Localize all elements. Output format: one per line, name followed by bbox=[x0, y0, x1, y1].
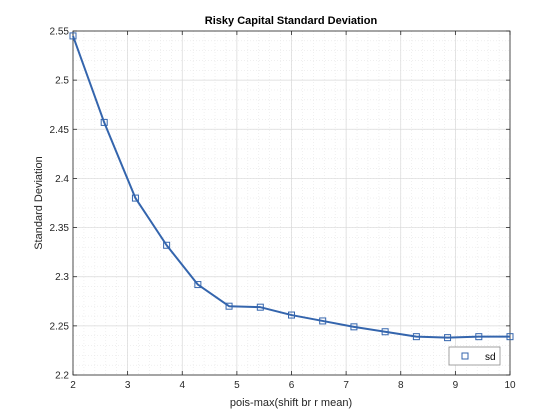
x-tick-label: 5 bbox=[234, 380, 240, 391]
data-point bbox=[288, 311, 295, 319]
x-tick-label: 10 bbox=[504, 380, 516, 391]
data-point bbox=[350, 323, 358, 331]
chart-title: Risky Capital Standard Deviation bbox=[205, 15, 378, 27]
x-tick-label: 6 bbox=[289, 380, 295, 391]
y-tick-label: 2.3 bbox=[55, 272, 69, 283]
data-point bbox=[194, 281, 202, 289]
axis-ticks bbox=[72, 30, 511, 376]
y-tick-label: 2.5 bbox=[55, 76, 69, 87]
data-point bbox=[412, 333, 420, 341]
series-layer bbox=[69, 32, 514, 342]
x-tick-label: 7 bbox=[343, 380, 349, 391]
series-line-sd bbox=[72, 35, 510, 339]
legend: sd bbox=[448, 346, 501, 366]
y-tick-label: 2.4 bbox=[55, 174, 69, 185]
x-tick-labels: 2 3 4 5 6 7 8 9 10 bbox=[70, 380, 516, 391]
y-tick-label: 2.25 bbox=[50, 321, 70, 332]
y-tick-label: 2.2 bbox=[55, 371, 69, 382]
x-tick-label: 3 bbox=[125, 380, 131, 391]
data-point bbox=[69, 32, 77, 40]
x-tick-label: 9 bbox=[453, 380, 459, 391]
x-tick-label: 4 bbox=[179, 380, 185, 391]
data-point bbox=[131, 194, 139, 202]
y-tick-label: 2.35 bbox=[50, 223, 70, 234]
data-point bbox=[163, 241, 171, 249]
legend-label-sd: sd bbox=[485, 352, 496, 363]
x-tick-label: 8 bbox=[398, 380, 404, 391]
data-point bbox=[100, 118, 108, 126]
data-point bbox=[381, 328, 389, 336]
y-tick-label: 2.55 bbox=[50, 27, 70, 38]
data-point bbox=[475, 333, 483, 341]
data-point bbox=[225, 302, 233, 310]
data-point bbox=[506, 333, 514, 341]
data-point bbox=[256, 303, 264, 311]
x-axis-label: pois-max(shift br r mean) bbox=[230, 397, 352, 409]
y-tick-label: 2.45 bbox=[50, 125, 70, 136]
y-axis-label: Standard Deviation bbox=[33, 156, 45, 250]
legend-box bbox=[448, 346, 501, 366]
legend-marker-sd bbox=[461, 352, 469, 360]
y-tick-labels: 2.2 2.25 2.3 2.35 2.4 2.45 2.5 2.55 bbox=[50, 27, 70, 382]
data-point bbox=[319, 317, 327, 325]
x-tick-label: 2 bbox=[70, 380, 76, 391]
data-point bbox=[444, 334, 452, 342]
